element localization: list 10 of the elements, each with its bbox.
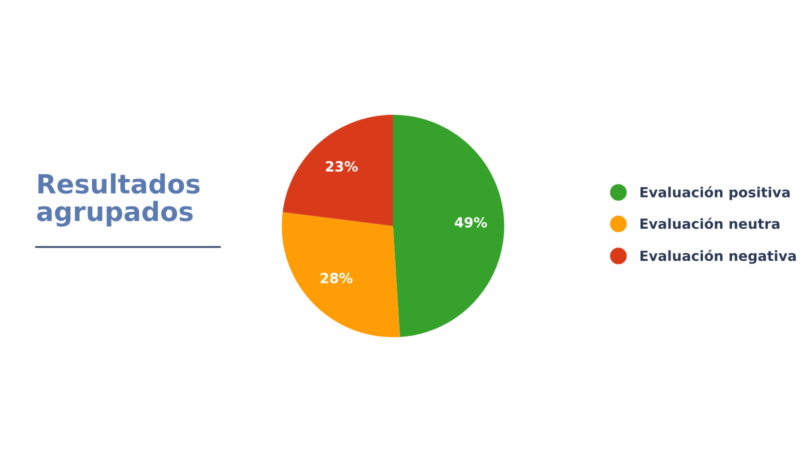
text: Resultados agrupados xyxy=(37,173,200,227)
data-label: 23% xyxy=(326,161,358,172)
data-label: 28% xyxy=(320,272,352,284)
pie-slice xyxy=(393,114,504,337)
data-label: 49% xyxy=(454,217,487,228)
pie-slice xyxy=(282,114,393,226)
legend-label: Evaluación positiva xyxy=(640,186,790,200)
legend-label: Evaluación negativa xyxy=(640,250,796,264)
pie-slice xyxy=(282,212,400,338)
legend-label: Evaluación neutra xyxy=(640,218,780,229)
